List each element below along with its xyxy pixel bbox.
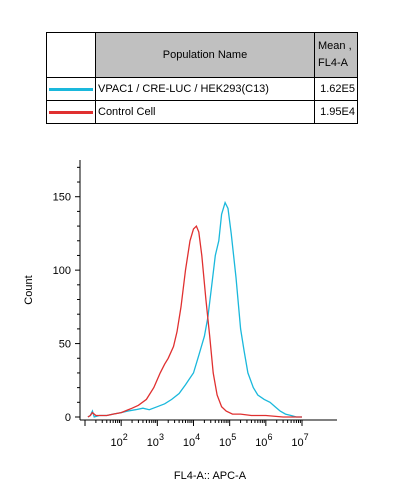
x-axis-label: FL4-A:: APC-A	[174, 470, 247, 482]
axis-ticks: 0 50 100 150 102 103 104 105 106 107	[53, 166, 309, 449]
legend-header-blank	[46, 32, 96, 78]
x-tick-label: 106	[255, 432, 272, 449]
y-axis-label: Count	[23, 275, 35, 304]
x-tick-label: 102	[111, 432, 128, 449]
y-tick-label: 50	[59, 339, 71, 351]
x-tick-label: 105	[219, 432, 236, 449]
legend-line-vpac1	[49, 88, 93, 91]
legend-name-control: Control Cell	[95, 100, 315, 124]
x-tick-label: 104	[183, 432, 200, 449]
y-tick-label: 150	[53, 192, 71, 204]
legend-name-vpac1: VPAC1 / CRE-LUC / HEK293(C13)	[95, 77, 315, 101]
legend-swatch-control	[46, 100, 96, 124]
plot-frame	[79, 160, 337, 421]
legend-mean-vpac1: 1.62E5	[314, 77, 358, 101]
y-tick-label: 100	[53, 265, 71, 277]
legend-table: Population Name Mean , FL4-A VPAC1 / CRE…	[46, 32, 358, 124]
y-tick-label: 0	[65, 412, 71, 424]
legend-header-mean-line2: FL4-A	[318, 57, 348, 69]
series-control-line	[87, 224, 302, 418]
legend-header-mean-line1: Mean ,	[318, 40, 352, 52]
series-vpac1-line	[87, 200, 302, 418]
legend-line-control	[49, 111, 93, 114]
legend-mean-control: 1.95E4	[314, 100, 358, 124]
x-tick-label: 103	[147, 432, 164, 449]
series-layer	[87, 200, 302, 418]
legend-swatch-vpac1	[46, 77, 96, 101]
legend-header-mean: Mean , FL4-A	[314, 32, 358, 78]
x-tick-label: 107	[291, 432, 308, 449]
